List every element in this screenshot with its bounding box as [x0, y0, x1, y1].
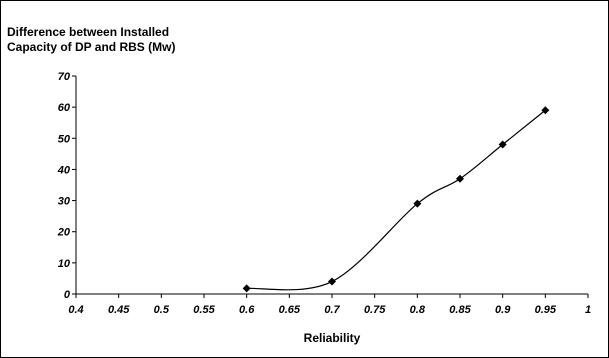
x-tick-label: 0.45 — [108, 304, 130, 316]
data-point-marker — [541, 106, 550, 115]
x-tick-label: 0.7 — [324, 304, 340, 316]
x-tick-label: 0.65 — [279, 304, 301, 316]
y-tick-label: 50 — [58, 133, 71, 145]
data-point-marker — [328, 277, 336, 286]
y-tick-label: 30 — [58, 196, 71, 208]
x-tick-label: 0.8 — [410, 304, 426, 316]
y-axis-label: Difference between Installed Capacity of… — [7, 25, 175, 55]
data-point-marker — [456, 174, 464, 183]
y-tick-label: 10 — [58, 258, 71, 270]
x-tick-label: 0.95 — [535, 304, 557, 316]
data-point-marker — [242, 284, 251, 293]
x-tick-label: 0.75 — [364, 304, 386, 316]
x-tick-label: 0.5 — [154, 304, 170, 316]
x-tick-label: 0.55 — [193, 304, 215, 316]
y-tick-label: 60 — [58, 102, 71, 114]
data-point-marker — [498, 140, 507, 149]
data-point-marker — [413, 199, 422, 208]
y-tick-label: 0 — [64, 289, 71, 301]
x-tick-label: 0.85 — [449, 304, 471, 316]
x-axis-label: Reliability — [304, 331, 361, 345]
y-tick-label: 40 — [57, 164, 71, 176]
x-tick-label: 1 — [585, 304, 591, 316]
x-tick-label: 0.4 — [68, 304, 83, 316]
x-tick-label: 0.9 — [495, 304, 511, 316]
y-tick-label: 70 — [58, 71, 71, 83]
y-tick-label: 20 — [57, 227, 71, 239]
y-axis-label-line-2: Capacity of DP and RBS (Mw) — [7, 40, 176, 54]
y-axis-label-line-1: Difference between Installed — [7, 25, 170, 39]
series-line — [246, 109, 546, 291]
x-tick-label: 0.6 — [239, 304, 255, 316]
